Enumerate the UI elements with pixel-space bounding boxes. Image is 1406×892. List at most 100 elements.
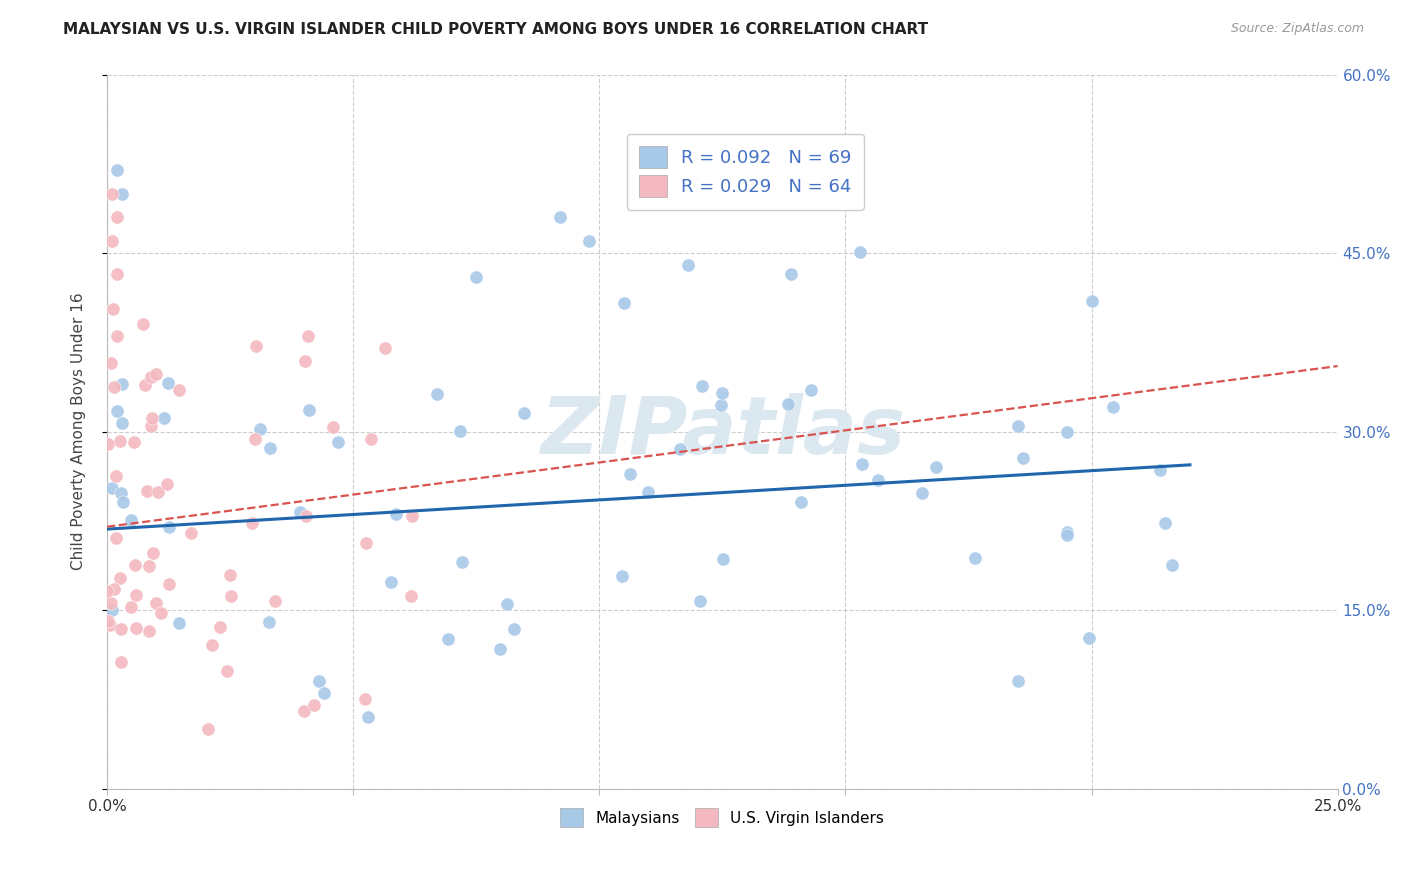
Point bbox=[111, 376, 134, 391]
Point bbox=[259, 441, 281, 455]
Point bbox=[104, 531, 127, 545]
Point bbox=[1007, 674, 1029, 689]
Point bbox=[308, 674, 330, 689]
Point bbox=[145, 596, 167, 610]
Point bbox=[122, 434, 145, 449]
Point bbox=[449, 424, 471, 438]
Point bbox=[139, 370, 162, 384]
Point bbox=[354, 692, 377, 706]
Point bbox=[142, 547, 165, 561]
Point bbox=[866, 473, 889, 487]
Point bbox=[103, 582, 125, 596]
Point bbox=[297, 328, 319, 343]
Point bbox=[125, 621, 148, 635]
Point bbox=[100, 481, 122, 495]
Point bbox=[150, 606, 173, 620]
Point bbox=[264, 593, 287, 607]
Point bbox=[710, 398, 733, 412]
Point bbox=[779, 267, 801, 281]
Point bbox=[312, 686, 335, 700]
Point bbox=[218, 568, 240, 582]
Point bbox=[488, 641, 510, 656]
Point bbox=[219, 589, 242, 603]
Point bbox=[1056, 425, 1078, 439]
Point bbox=[257, 615, 280, 629]
Point bbox=[101, 186, 124, 201]
Point bbox=[157, 520, 180, 534]
Point bbox=[124, 588, 146, 602]
Point bbox=[169, 383, 191, 397]
Point bbox=[613, 296, 636, 310]
Point bbox=[105, 162, 128, 177]
Point bbox=[689, 593, 711, 607]
Point bbox=[243, 432, 266, 446]
Point bbox=[849, 245, 872, 260]
Point bbox=[399, 589, 422, 603]
Point bbox=[294, 353, 316, 368]
Point bbox=[496, 597, 519, 611]
Point bbox=[295, 508, 318, 523]
Point bbox=[108, 434, 131, 448]
Point bbox=[619, 467, 641, 482]
Point bbox=[180, 526, 202, 541]
Point bbox=[146, 484, 169, 499]
Point bbox=[105, 329, 128, 343]
Point bbox=[1161, 558, 1184, 573]
Point bbox=[1149, 463, 1171, 477]
Point bbox=[385, 508, 408, 522]
Point bbox=[98, 617, 121, 632]
Point bbox=[105, 267, 128, 281]
Point bbox=[112, 494, 135, 508]
Point bbox=[373, 341, 395, 355]
Point bbox=[1078, 632, 1101, 646]
Point bbox=[141, 419, 163, 434]
Point bbox=[1007, 419, 1029, 434]
Point bbox=[1154, 516, 1177, 530]
Point bbox=[145, 367, 167, 381]
Point bbox=[1056, 525, 1078, 540]
Point bbox=[711, 386, 734, 401]
Point bbox=[1102, 400, 1125, 414]
Point bbox=[426, 387, 449, 401]
Point bbox=[910, 486, 932, 500]
Point bbox=[513, 406, 536, 420]
Point bbox=[97, 437, 120, 451]
Point bbox=[450, 555, 472, 569]
Point bbox=[157, 577, 180, 591]
Point bbox=[134, 378, 156, 392]
Point bbox=[711, 552, 734, 566]
Point bbox=[326, 434, 349, 449]
Point bbox=[298, 402, 321, 417]
Point bbox=[104, 469, 127, 483]
Y-axis label: Child Poverty Among Boys Under 16: Child Poverty Among Boys Under 16 bbox=[72, 293, 86, 570]
Point bbox=[322, 419, 344, 434]
Point bbox=[1011, 451, 1033, 466]
Point bbox=[100, 356, 122, 370]
Point bbox=[103, 380, 125, 394]
Point bbox=[401, 508, 423, 523]
Point bbox=[669, 442, 692, 456]
Point bbox=[105, 404, 128, 418]
Point bbox=[851, 457, 873, 471]
Point bbox=[108, 571, 131, 585]
Point bbox=[292, 704, 315, 718]
Point bbox=[138, 558, 160, 573]
Point bbox=[105, 211, 128, 225]
Point bbox=[120, 513, 142, 527]
Point bbox=[201, 638, 224, 652]
Point bbox=[215, 664, 238, 678]
Point bbox=[111, 416, 134, 430]
Point bbox=[502, 622, 524, 636]
Point bbox=[1080, 294, 1102, 309]
Point bbox=[101, 301, 124, 316]
Point bbox=[101, 234, 124, 248]
Point bbox=[197, 722, 219, 736]
Point bbox=[131, 317, 153, 331]
Text: MALAYSIAN VS U.S. VIRGIN ISLANDER CHILD POVERTY AMONG BOYS UNDER 16 CORRELATION : MALAYSIAN VS U.S. VIRGIN ISLANDER CHILD … bbox=[63, 22, 928, 37]
Point bbox=[380, 575, 402, 590]
Point bbox=[153, 411, 176, 425]
Point bbox=[136, 484, 159, 499]
Point bbox=[167, 616, 190, 631]
Point bbox=[245, 338, 267, 352]
Point bbox=[110, 485, 132, 500]
